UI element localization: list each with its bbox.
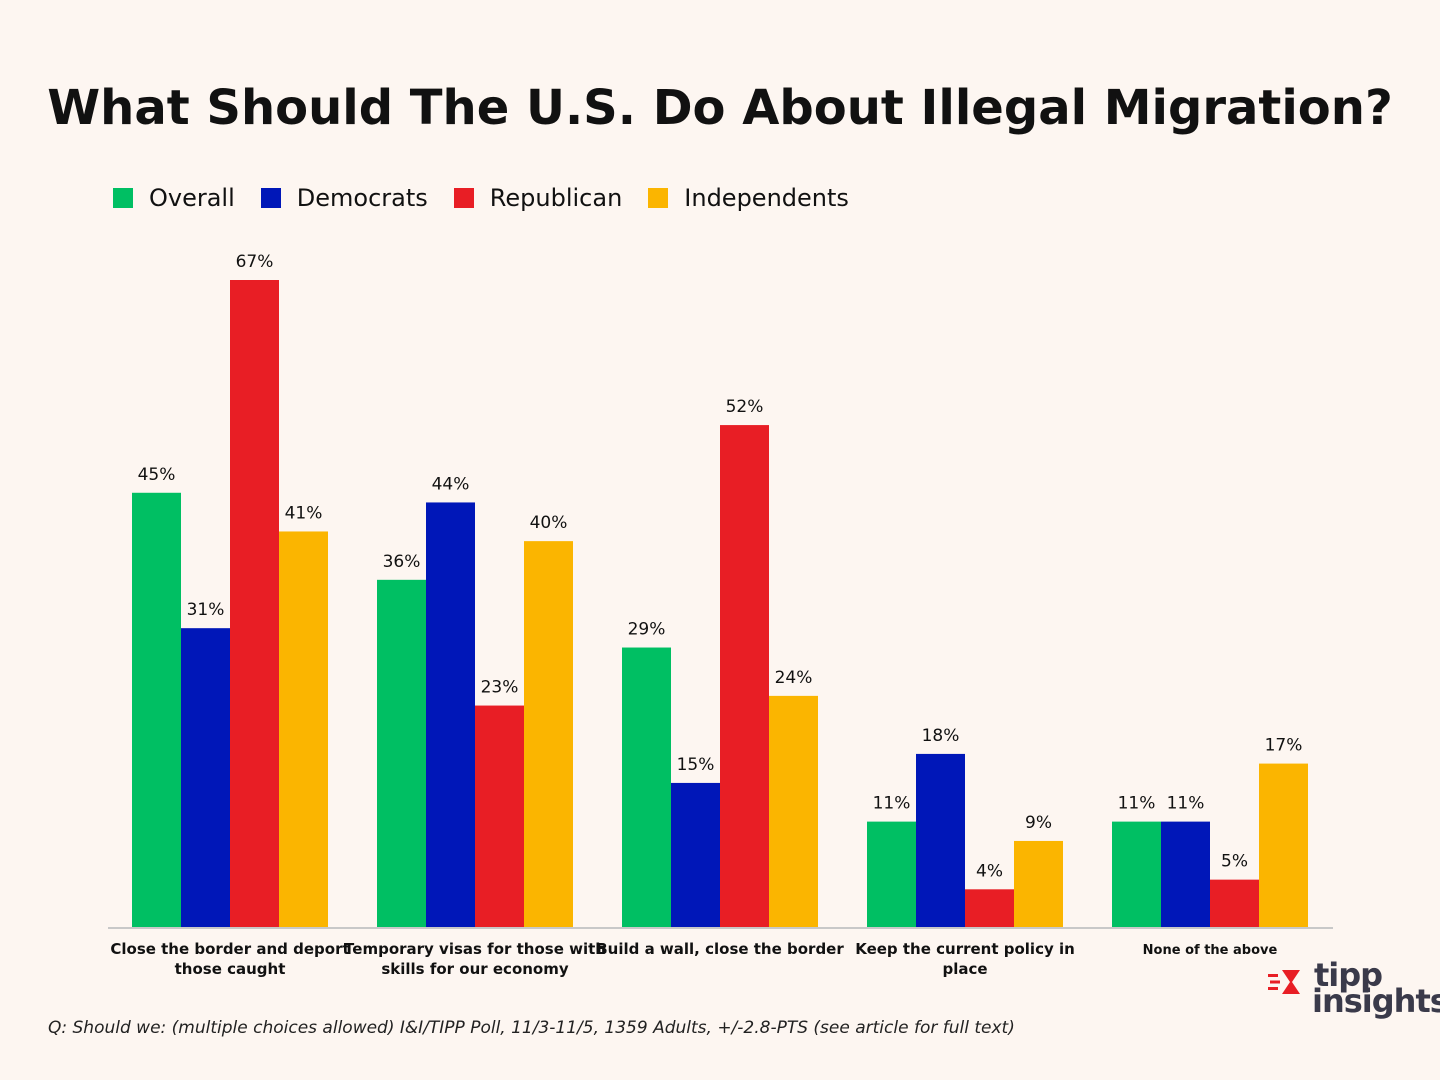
bar-overall-5	[1112, 821, 1161, 928]
bar-republican-1	[230, 280, 279, 928]
data-label-independents-3: 24%	[775, 668, 813, 688]
data-label-overall-4: 11%	[873, 794, 911, 814]
legend-swatch-independents	[648, 188, 669, 208]
bar-overall-2	[377, 579, 426, 928]
bar-democrats-3	[671, 782, 720, 928]
logo-text-insights: insights	[1312, 982, 1440, 1020]
category-label-4-line1: Keep the current policy in	[855, 940, 1075, 958]
bar-republican-2	[475, 705, 524, 928]
bar-independents-1	[279, 531, 328, 928]
legend-swatch-overall	[113, 188, 133, 208]
footnote: Q: Should we: (multiple choices allowed)…	[48, 1018, 1015, 1038]
data-label-independents-2: 40%	[530, 513, 568, 533]
bar-republican-3	[720, 425, 769, 928]
bar-independents-3	[769, 695, 818, 928]
bar-independents-4	[1014, 840, 1063, 928]
data-label-republican-5: 5%	[1221, 852, 1248, 872]
data-label-democrats-1: 31%	[187, 600, 225, 620]
legend-item-overall: Overall	[113, 184, 235, 212]
legend-label-independents: Independents	[684, 184, 849, 212]
legend-swatch-republican	[453, 188, 474, 208]
bar-overall-3	[622, 647, 671, 928]
data-label-democrats-3: 15%	[677, 755, 715, 775]
bar-democrats-2	[426, 502, 475, 928]
legend-swatch-democrats	[260, 188, 281, 208]
category-label-4-line2: place	[942, 960, 987, 978]
legend-item-independents: Independents	[648, 184, 849, 212]
data-label-overall-2: 36%	[383, 552, 421, 572]
data-label-overall-1: 45%	[138, 465, 176, 485]
data-label-independents-1: 41%	[285, 503, 323, 523]
bar-democrats-1	[181, 628, 230, 928]
data-label-democrats-2: 44%	[432, 474, 470, 494]
data-label-democrats-4: 18%	[922, 726, 960, 746]
data-label-independents-4: 9%	[1025, 813, 1052, 833]
category-label-1-line1: Close the border and deport	[110, 940, 349, 958]
category-label-2-line2: skills for our economy	[381, 960, 569, 978]
data-label-independents-5: 17%	[1265, 736, 1303, 756]
bar-democrats-4	[916, 753, 965, 928]
bar-independents-2	[524, 541, 573, 928]
bar-republican-4	[965, 889, 1014, 928]
logo-mark-icon	[1268, 970, 1300, 994]
legend-item-republican: Republican	[453, 184, 623, 212]
bar-overall-1	[132, 492, 181, 928]
data-label-republican-4: 4%	[976, 861, 1003, 881]
data-label-overall-3: 29%	[628, 620, 666, 640]
category-label-2-line1: Temporary visas for those with	[344, 940, 606, 958]
data-label-republican-2: 23%	[481, 678, 519, 698]
data-label-republican-3: 52%	[726, 397, 764, 417]
legend-label-democrats: Democrats	[296, 184, 428, 212]
legend-item-democrats: Democrats	[260, 184, 428, 212]
bar-republican-5	[1210, 879, 1259, 928]
data-label-overall-5: 11%	[1118, 794, 1156, 814]
data-label-republican-1: 67%	[236, 252, 274, 272]
category-label-3: Build a wall, close the border	[596, 940, 844, 958]
data-label-democrats-5: 11%	[1167, 794, 1205, 814]
logo-text-tipp: tipp	[1314, 956, 1383, 994]
bar-overall-4	[867, 821, 916, 928]
bar-democrats-5	[1161, 821, 1210, 928]
tipp-insights-logo: tipp insights	[1268, 956, 1440, 1020]
chart-title: What Should The U.S. Do About Illegal Mi…	[47, 80, 1393, 136]
legend-label-republican: Republican	[489, 184, 623, 212]
category-label-5: None of the above	[1143, 943, 1278, 958]
category-label-1-line2: those caught	[175, 960, 286, 978]
legend: Overall Democrats Republican Independent…	[113, 182, 875, 214]
bar-independents-5	[1259, 763, 1308, 928]
legend-label-overall: Overall	[149, 184, 235, 212]
